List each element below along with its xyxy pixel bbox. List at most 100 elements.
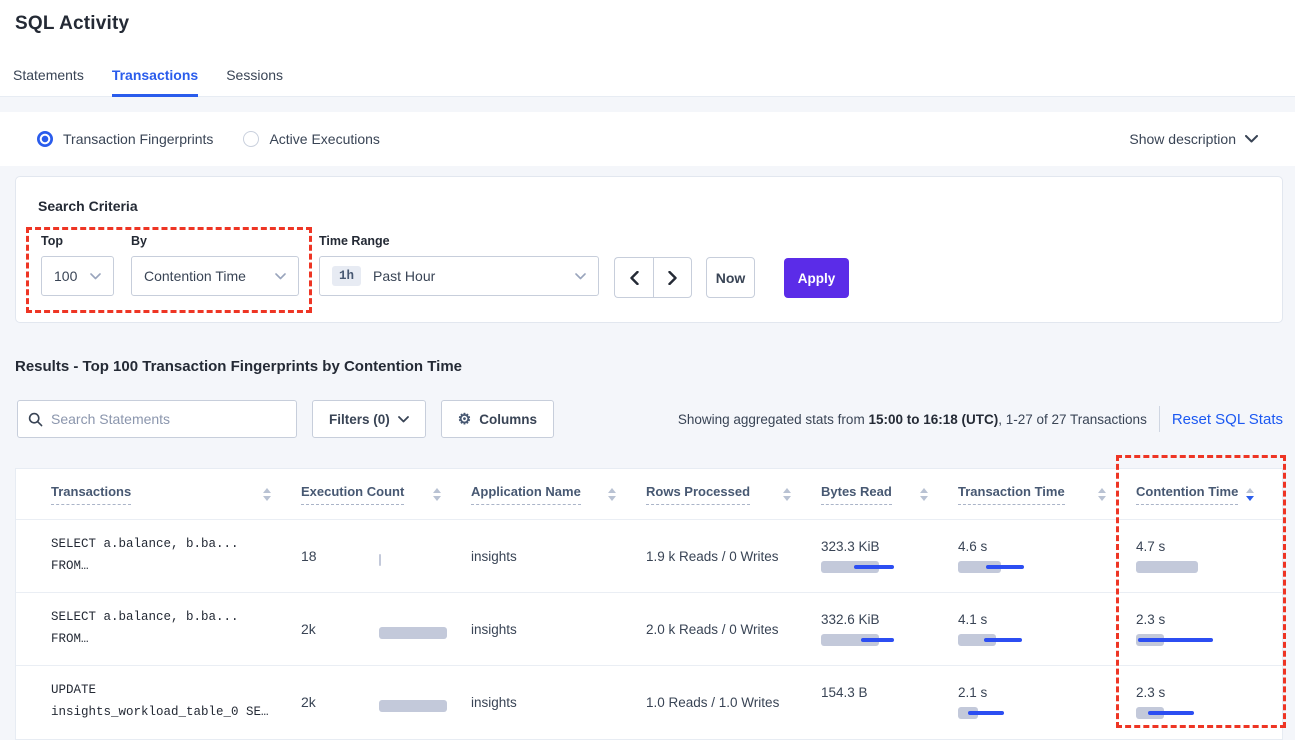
search-box [17, 400, 297, 438]
by-select[interactable]: Contention Time [131, 256, 299, 296]
status-bar: Showing aggregated stats from 15:00 to 1… [678, 400, 1283, 438]
execution-count-cell: 2k [301, 693, 471, 712]
transaction-fingerprint-link[interactable]: SELECT a.balance, b.ba... FROM… [51, 610, 239, 646]
execution-count-cell: 18 [301, 547, 471, 566]
time-range-value: Past Hour [373, 268, 436, 284]
chevron-right-icon [668, 270, 677, 285]
reset-sql-stats-link[interactable]: Reset SQL Stats [1171, 410, 1283, 428]
chevron-down-icon [1245, 135, 1258, 143]
sort-icon [1098, 487, 1106, 501]
application-name-cell: insights [471, 548, 517, 564]
tab-sessions[interactable]: Sessions [226, 67, 284, 83]
chevron-left-icon [629, 270, 639, 285]
transaction-time-cell: 4.1 s [958, 612, 1136, 646]
sort-icon [608, 487, 616, 501]
now-button[interactable]: Now [706, 257, 755, 298]
previous-interval-button[interactable] [614, 257, 653, 298]
contention-time-bar [1136, 634, 1241, 646]
transaction-fingerprint-link[interactable]: UPDATE insights_workload_table_0 SE… [51, 683, 269, 719]
search-icon [28, 412, 43, 426]
show-description-toggle[interactable]: Show description [1129, 131, 1258, 147]
bytes-read-bar [821, 634, 926, 646]
stats-time-range: 15:00 to 16:18 (UTC) [868, 411, 999, 427]
search-input[interactable] [51, 411, 286, 427]
column-header-transactions[interactable]: Transactions [51, 484, 301, 505]
contention-time-cell: 4.7 s [1136, 539, 1282, 573]
transaction-time-cell: 2.1 s [958, 685, 1136, 719]
sort-icon [263, 487, 271, 501]
sort-icon [433, 487, 441, 501]
chevron-down-icon [90, 272, 101, 279]
table-header-row: Transactions Execution Count Application… [16, 469, 1282, 519]
columns-label: Columns [479, 411, 537, 427]
time-range-select[interactable]: 1h Past Hour [319, 256, 599, 296]
radio-selected-icon [37, 131, 53, 147]
radio-unselected-icon [243, 131, 260, 147]
by-field: By Contention Time [131, 234, 299, 296]
top-select[interactable]: 100 [41, 256, 114, 296]
execution-count-bar [378, 699, 471, 712]
transaction-time-cell: 4.6 s [958, 539, 1136, 573]
gear-icon: ⚙ [457, 411, 472, 428]
filters-button[interactable]: Filters (0) [312, 400, 426, 438]
application-name-cell: insights [471, 694, 517, 710]
rows-processed-cell: 1.9 k Reads / 0 Writes [646, 548, 779, 564]
chevron-down-icon [275, 272, 286, 279]
filters-label: Filters (0) [329, 411, 390, 427]
column-header-transaction-time[interactable]: Transaction Time [958, 484, 1136, 505]
sort-icon [920, 487, 928, 501]
radio-label: Transaction Fingerprints [63, 131, 214, 147]
column-header-contention-time[interactable]: Contention Time [1136, 484, 1282, 505]
results-heading: Results - Top 100 Transaction Fingerprin… [15, 358, 463, 375]
bytes-read-bar [821, 561, 926, 573]
bytes-read-cell: 323.3 KiB [821, 539, 958, 573]
by-value: Contention Time [144, 268, 246, 284]
transaction-time-bar [958, 561, 1063, 573]
execution-count-bar [378, 626, 471, 639]
show-description-label: Show description [1129, 131, 1236, 147]
by-label: By [131, 234, 147, 248]
table-row: UPDATE insights_workload_table_0 SE… 2k … [16, 665, 1282, 738]
transactions-table: Transactions Execution Count Application… [15, 468, 1283, 740]
column-header-rows-processed[interactable]: Rows Processed [646, 484, 821, 505]
application-name-cell: insights [471, 621, 517, 637]
search-criteria-card: Search Criteria Top 100 By Contention Ti… [15, 176, 1283, 323]
radio-transaction-fingerprints[interactable]: Transaction Fingerprints [37, 131, 213, 147]
column-header-bytes-read[interactable]: Bytes Read [821, 484, 958, 505]
radio-label: Active Executions [269, 131, 380, 147]
execution-count-cell: 2k [301, 620, 471, 639]
top-field: Top 100 [41, 234, 114, 296]
columns-button[interactable]: ⚙ Columns [440, 400, 554, 438]
top-value: 100 [54, 268, 78, 284]
time-range-badge: 1h [332, 266, 362, 286]
bytes-read-cell: 332.6 KiB [821, 612, 958, 646]
transaction-time-bar [958, 634, 1063, 646]
tab-bar: Statements Transactions Sessions [13, 67, 283, 97]
execution-count-bar [378, 553, 471, 566]
results-toolbar: Filters (0) ⚙ Columns [17, 400, 554, 438]
bytes-read-bar [821, 707, 926, 719]
rows-processed-cell: 1.0 Reads / 1.0 Writes [646, 694, 780, 710]
chevron-down-icon [397, 415, 409, 422]
bytes-read-cell: 154.3 B [821, 685, 958, 719]
time-nav-group [614, 257, 692, 298]
apply-button[interactable]: Apply [784, 258, 849, 298]
column-header-execution-count[interactable]: Execution Count [301, 484, 471, 505]
radio-active-executions[interactable]: Active Executions [243, 131, 380, 147]
vertical-divider [1158, 406, 1160, 432]
transaction-fingerprint-link[interactable]: SELECT a.balance, b.ba... FROM… [51, 537, 239, 573]
table-row: SELECT a.balance, b.ba... FROM… 2k insig… [16, 592, 1282, 665]
sort-icon-active [1246, 487, 1254, 501]
top-label: Top [41, 234, 63, 248]
sort-icon [783, 487, 791, 501]
stats-summary: Showing aggregated stats from 15:00 to 1… [677, 411, 1147, 427]
time-range-label: Time Range [319, 234, 390, 248]
table-row: SELECT a.balance, b.ba... FROM… 18 insig… [16, 519, 1282, 592]
tab-statements[interactable]: Statements [13, 67, 84, 83]
view-toggle-strip: Transaction Fingerprints Active Executio… [0, 112, 1295, 166]
tab-transactions[interactable]: Transactions [111, 67, 199, 97]
column-header-application-name[interactable]: Application Name [471, 484, 646, 505]
next-interval-button[interactable] [653, 257, 692, 298]
page-header: SQL Activity Statements Transactions Ses… [0, 0, 1295, 97]
